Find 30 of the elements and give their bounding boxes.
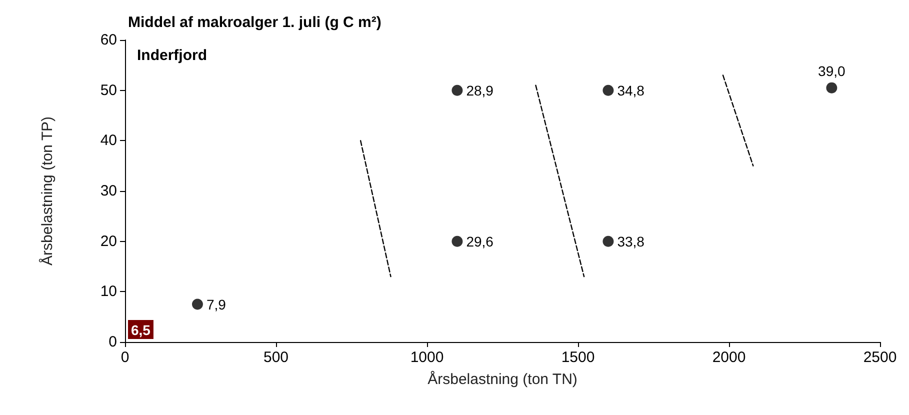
point (192, 298, 203, 310)
point (602, 236, 614, 247)
x-tick-label: 2500 (863, 349, 897, 366)
y-tick-label: 40 (100, 132, 117, 150)
y-tick-label: 20 (100, 232, 117, 250)
annotation: Inderfjord (137, 47, 207, 64)
y-tick-label: 10 (100, 283, 117, 300)
x-axis-title: Årsbelastning (ton TN) (428, 370, 578, 388)
x-tick-label: 500 (263, 349, 289, 366)
annotation: 33,8 (617, 233, 645, 250)
annotation: 39,0 (818, 62, 846, 79)
point (826, 82, 838, 94)
point (452, 84, 463, 96)
y-tick-label: 0 (108, 334, 117, 350)
point (452, 236, 463, 247)
annotation: 28,9 (466, 82, 494, 98)
x-tick-label: 1500 (561, 349, 595, 366)
y-axis-title: Årsbelastning (ton TP) (38, 116, 56, 266)
annotation: 29,6 (466, 233, 494, 250)
annotation: 7,9 (206, 296, 226, 312)
chart-title: Middel af makroalger 1. juli (g C m²) (128, 14, 382, 31)
y-tick-label: 50 (100, 82, 117, 99)
x-tick-label: 1000 (410, 349, 444, 366)
x-tick-label: 2000 (712, 349, 746, 366)
y-tick-label: 30 (100, 182, 117, 200)
annotation: 6,5 (131, 322, 151, 338)
annotation: 34,8 (617, 82, 645, 98)
point (602, 84, 614, 96)
y-tick-label: 60 (100, 32, 117, 48)
x-tick-label: 0 (120, 349, 130, 366)
